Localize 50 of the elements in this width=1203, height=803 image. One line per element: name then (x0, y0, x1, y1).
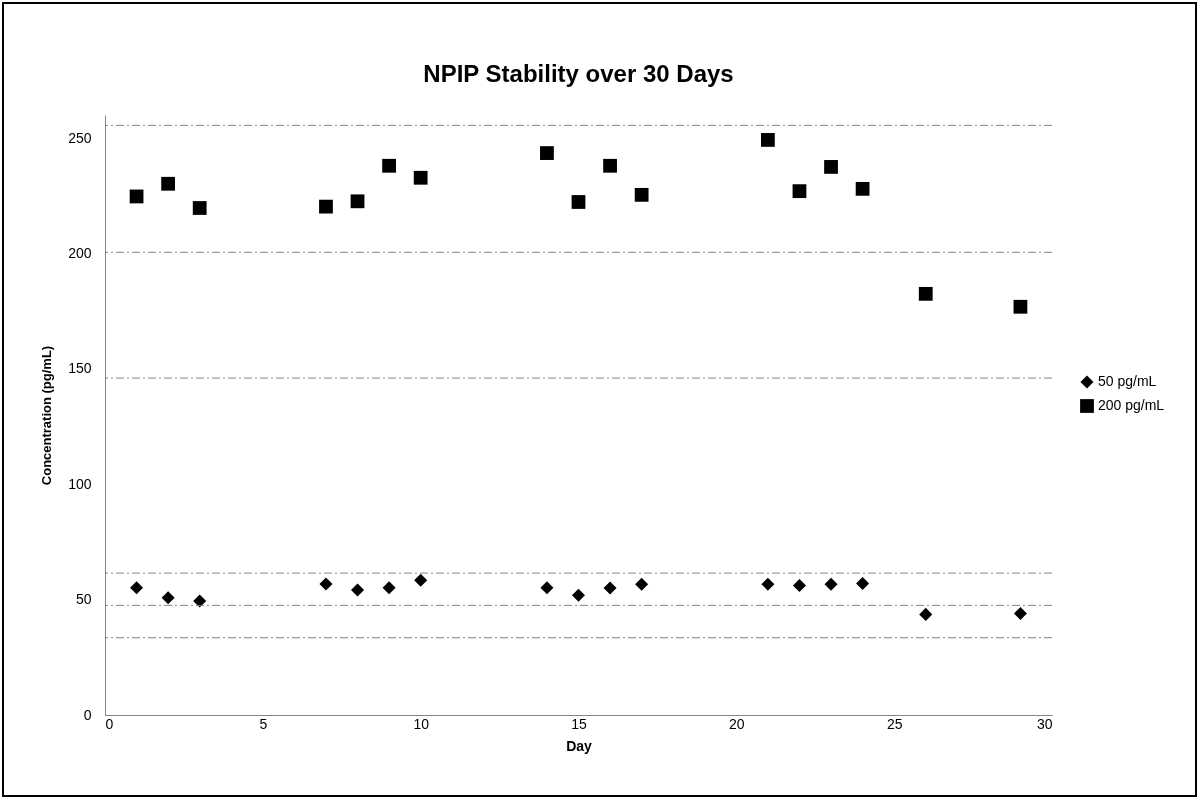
point (319, 577, 333, 591)
x-axis-title: Day (566, 737, 593, 754)
x-tick-label: 10 (413, 715, 430, 732)
point (1013, 299, 1028, 314)
point (413, 170, 428, 185)
point (161, 176, 176, 191)
point (540, 146, 554, 160)
point (856, 576, 870, 590)
y-tick-label: 200 (68, 244, 92, 261)
point (918, 286, 933, 301)
point (792, 579, 806, 593)
point (571, 195, 586, 209)
point (382, 158, 396, 173)
point (414, 573, 428, 587)
point (382, 581, 396, 595)
point (192, 201, 207, 215)
legend-label: 50 pg/mL (1098, 373, 1157, 389)
point (571, 588, 586, 602)
point (635, 577, 649, 591)
point (350, 194, 365, 209)
point (193, 594, 207, 608)
point (634, 187, 649, 202)
x-tick-label: 15 (571, 715, 587, 732)
x-tick-label: 0 (105, 715, 114, 732)
point (603, 158, 617, 173)
x-tick-label: 25 (886, 715, 903, 732)
y-axis-title: Concentration (pg/mL) (39, 345, 55, 486)
point (319, 199, 333, 214)
point (919, 607, 933, 621)
point (351, 583, 365, 597)
point (540, 581, 554, 595)
point (130, 581, 144, 595)
point (824, 577, 838, 591)
x-tick-label: 20 (729, 715, 745, 732)
point (761, 577, 775, 591)
x-tick-label: 30 (1036, 715, 1053, 732)
point (824, 160, 838, 174)
point (855, 181, 870, 196)
x-tick-label: 5 (259, 715, 268, 732)
point (1013, 606, 1027, 620)
point (792, 184, 807, 199)
point (761, 133, 775, 147)
y-tick-label: 100 (68, 475, 92, 492)
y-tick-label: 50 (75, 591, 92, 608)
point (603, 581, 617, 595)
y-tick-label: 150 (68, 360, 92, 377)
y-tick-label: 250 (68, 129, 92, 146)
point (161, 591, 175, 605)
chart-title: NPIP Stability over 30 Days (423, 60, 734, 87)
legend-label: 200 pg/mL (1098, 397, 1165, 413)
